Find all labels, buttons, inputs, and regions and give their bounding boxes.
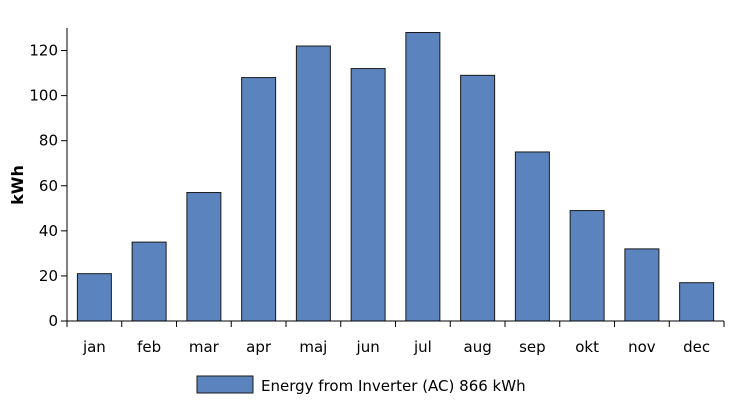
x-tick-label: aug	[464, 338, 492, 356]
y-tick-label: 0	[48, 312, 58, 330]
x-tick-label: dec	[683, 338, 710, 356]
x-tick-label: jun	[356, 338, 380, 356]
y-tick-label: 20	[39, 267, 58, 285]
legend: Energy from Inverter (AC) 866 kWh	[196, 375, 526, 395]
x-tick-label: maj	[299, 338, 327, 356]
bar-feb	[131, 241, 167, 322]
bar-maj	[295, 45, 331, 322]
bar-apr	[241, 77, 277, 322]
bar-nov	[624, 248, 660, 322]
y-tick-label: 100	[29, 87, 58, 105]
legend-label: Energy from Inverter (AC) 866 kWh	[261, 377, 526, 395]
x-tick-label: nov	[628, 338, 656, 356]
y-tick-label: 40	[39, 222, 58, 240]
y-tick-label: 60	[39, 177, 58, 195]
bar-aug	[460, 74, 496, 322]
bar-jan	[76, 273, 112, 322]
x-tick-label: okt	[575, 338, 599, 356]
x-tick-label: feb	[137, 338, 161, 356]
bar-okt	[569, 210, 605, 322]
x-tick-label: mar	[189, 338, 220, 356]
x-tick-label: sep	[519, 338, 546, 356]
bar-dec	[679, 282, 715, 322]
x-tick-label: jan	[82, 338, 106, 356]
bar-sep	[514, 151, 550, 322]
x-tick-label: apr	[246, 338, 272, 356]
y-tick-label: 80	[39, 132, 58, 150]
x-tick-label: jul	[413, 338, 432, 356]
bar-jul	[405, 32, 441, 322]
legend-swatch	[196, 375, 254, 394]
bar-jun	[350, 68, 386, 322]
y-axis-title: kWh	[8, 165, 27, 205]
y-tick-label: 120	[29, 42, 58, 60]
bar-mar	[186, 192, 222, 322]
